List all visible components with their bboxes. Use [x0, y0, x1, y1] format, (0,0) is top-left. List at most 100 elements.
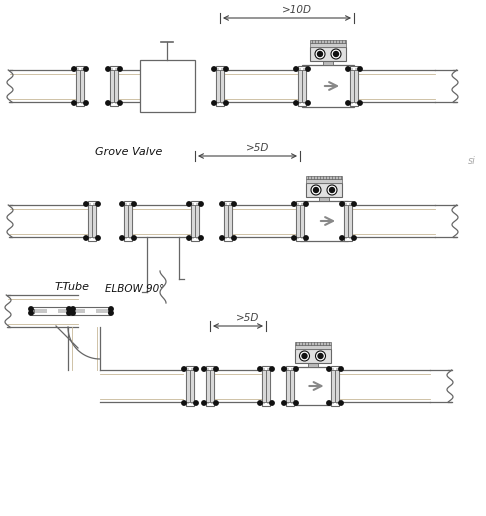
Circle shape [84, 101, 88, 105]
Bar [207, 368, 209, 404]
Circle shape [182, 401, 186, 405]
Circle shape [292, 202, 296, 206]
Circle shape [339, 367, 343, 371]
Bar [286, 366, 294, 406]
Circle shape [202, 401, 206, 405]
Bar [216, 70, 220, 102]
Text: Grove Valve: Grove Valve [95, 147, 162, 157]
Circle shape [270, 401, 274, 405]
Bar [93, 203, 96, 239]
Bar [114, 70, 118, 102]
Bar [128, 205, 132, 237]
Bar [221, 68, 224, 104]
Bar [286, 370, 290, 402]
Text: >5D: >5D [236, 313, 260, 323]
Circle shape [194, 367, 198, 371]
Bar [350, 66, 358, 106]
Bar [310, 47, 346, 61]
Bar [291, 368, 294, 404]
Bar [229, 203, 231, 239]
Bar [191, 205, 195, 237]
Circle shape [282, 401, 286, 405]
Bar [308, 363, 317, 367]
Circle shape [71, 307, 75, 311]
Bar [108, 309, 110, 313]
Circle shape [232, 236, 236, 240]
Bar [350, 68, 353, 104]
Circle shape [84, 236, 88, 240]
Circle shape [212, 101, 216, 105]
Text: si: si [468, 156, 476, 166]
Bar [298, 70, 302, 102]
Circle shape [214, 367, 218, 371]
Circle shape [315, 351, 326, 361]
Bar [191, 201, 199, 241]
Bar [295, 345, 330, 349]
Bar [206, 370, 210, 402]
Circle shape [294, 401, 298, 405]
Bar [345, 203, 347, 239]
Bar [319, 197, 329, 201]
Circle shape [346, 67, 350, 71]
Circle shape [304, 236, 308, 240]
Circle shape [294, 67, 298, 71]
Bar [290, 370, 294, 402]
Bar [110, 66, 118, 106]
Circle shape [214, 401, 218, 405]
Bar [187, 368, 190, 404]
Circle shape [313, 187, 318, 192]
Bar [298, 66, 306, 106]
Bar [216, 66, 224, 106]
Bar [350, 70, 354, 102]
Circle shape [72, 101, 76, 105]
Circle shape [306, 67, 310, 71]
Bar [70, 307, 110, 315]
Bar [306, 183, 342, 197]
Text: T-Tube: T-Tube [55, 282, 90, 292]
Bar [206, 366, 214, 406]
Circle shape [194, 401, 198, 405]
Bar [96, 309, 109, 313]
Circle shape [84, 202, 88, 206]
Circle shape [282, 367, 286, 371]
Circle shape [187, 236, 191, 240]
Circle shape [71, 311, 75, 315]
Bar [76, 70, 80, 102]
Bar [211, 368, 213, 404]
Bar [354, 70, 358, 102]
Bar [296, 201, 304, 241]
Bar [300, 201, 348, 241]
Circle shape [96, 202, 100, 206]
Text: ELBOW 90°: ELBOW 90° [105, 284, 164, 294]
Bar [348, 205, 352, 237]
Circle shape [29, 311, 33, 315]
Bar [298, 68, 301, 104]
Circle shape [311, 185, 321, 195]
Bar [344, 201, 352, 241]
Bar [266, 370, 270, 402]
Circle shape [340, 236, 344, 240]
Bar [344, 205, 348, 237]
Circle shape [84, 67, 88, 71]
Bar [310, 43, 346, 47]
Circle shape [294, 101, 298, 105]
Bar [335, 370, 339, 402]
Circle shape [327, 401, 331, 405]
Circle shape [132, 202, 136, 206]
Bar [302, 70, 306, 102]
Circle shape [199, 236, 203, 240]
Bar [262, 366, 270, 406]
Bar [196, 203, 198, 239]
Circle shape [327, 367, 331, 371]
Circle shape [294, 367, 298, 371]
Circle shape [232, 202, 236, 206]
Bar [302, 65, 354, 107]
Circle shape [302, 353, 307, 359]
Bar [110, 68, 113, 104]
Circle shape [106, 67, 110, 71]
Bar [57, 309, 71, 313]
Bar [290, 367, 335, 405]
Bar [88, 203, 91, 239]
Bar [195, 205, 199, 237]
Bar [355, 68, 358, 104]
